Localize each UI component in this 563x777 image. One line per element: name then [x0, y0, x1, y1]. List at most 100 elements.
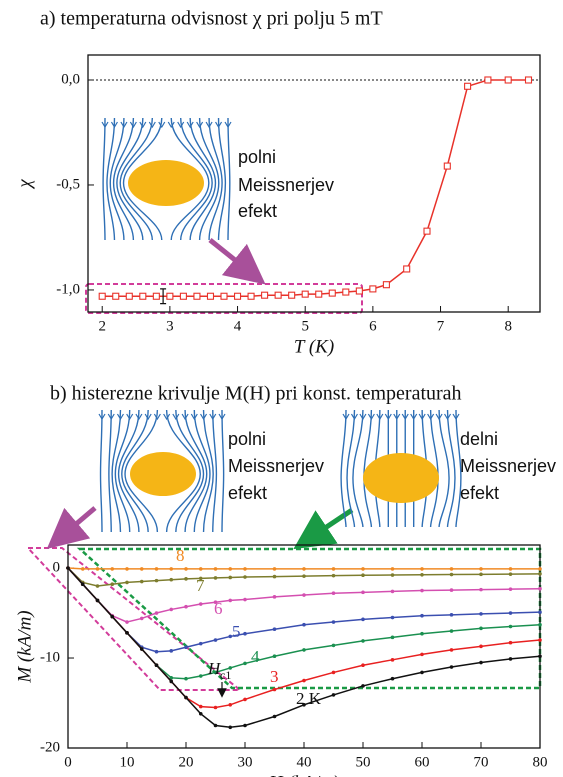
marker [274, 291, 282, 299]
marker [369, 285, 377, 293]
arrow [208, 238, 266, 285]
field-line [208, 117, 223, 241]
marker [166, 292, 174, 300]
field-line [193, 409, 211, 533]
field-line [175, 409, 205, 533]
marker [213, 723, 218, 728]
marker [479, 660, 483, 665]
y-axis-label: χ [14, 179, 35, 190]
marker [331, 573, 336, 578]
marker [331, 670, 336, 675]
field-line [455, 409, 462, 528]
marker [390, 615, 395, 620]
x-tick-label: 7 [437, 318, 445, 334]
series-line [67, 567, 541, 709]
annotation: efekt [228, 483, 267, 503]
series-label: 3 [270, 667, 279, 686]
marker [508, 611, 513, 615]
marker [538, 572, 542, 576]
marker [508, 624, 513, 629]
marker [228, 666, 233, 670]
marker [302, 648, 306, 652]
marker [95, 598, 100, 603]
field-line [217, 117, 227, 241]
field-arrow [139, 121, 147, 129]
marker [154, 663, 159, 668]
field-arrow [209, 413, 217, 421]
error-bar [160, 288, 167, 305]
field-arrow [376, 413, 384, 421]
marker [302, 622, 306, 627]
x-tick-label: 6 [369, 318, 377, 334]
marker [261, 291, 269, 299]
marker [125, 620, 129, 624]
annotation: c1 [220, 668, 231, 682]
marker [390, 635, 395, 640]
field-arrow [116, 413, 124, 421]
x-tick-label: 3 [166, 318, 174, 334]
y-tick-label: -20 [40, 739, 60, 755]
marker [508, 657, 513, 661]
x-tick-label: 10 [120, 754, 135, 770]
y-tick-label: -0,5 [56, 176, 80, 192]
marker [524, 76, 533, 84]
marker [243, 697, 247, 702]
marker [169, 567, 174, 571]
marker [110, 582, 115, 587]
marker [302, 678, 306, 683]
marker [390, 676, 395, 681]
annotation: H [207, 659, 222, 678]
marker [272, 687, 277, 692]
field-line [212, 409, 218, 533]
field-arrow [129, 121, 137, 129]
marker [139, 567, 144, 571]
field-line [227, 117, 231, 241]
marker [125, 631, 129, 635]
x-tick-label: 8 [504, 318, 512, 334]
marker [184, 695, 188, 700]
field-arrow [135, 413, 143, 421]
marker [443, 162, 451, 170]
marker [302, 567, 306, 571]
marker [198, 576, 203, 581]
marker [139, 616, 144, 621]
field-line [346, 409, 356, 528]
plot-frame [87, 54, 541, 313]
marker [179, 292, 187, 300]
marker [272, 574, 277, 579]
marker [184, 604, 188, 609]
marker [169, 679, 174, 684]
field-arrow [452, 413, 460, 421]
field-arrow [196, 121, 204, 129]
marker [228, 634, 233, 639]
x-tick-label: 2 [98, 318, 106, 334]
annotation: efekt [460, 483, 499, 503]
marker [538, 610, 542, 614]
x-tick-label: 70 [474, 754, 489, 770]
marker [479, 644, 483, 649]
marker [403, 265, 411, 273]
marker [193, 292, 201, 300]
field-line [221, 409, 225, 533]
field-arrow [384, 413, 392, 421]
marker [213, 705, 218, 710]
marker [213, 576, 218, 580]
marker [247, 292, 255, 300]
field-arrow [218, 413, 226, 421]
marker [95, 567, 100, 571]
marker [479, 572, 483, 577]
annotation: polni [228, 429, 266, 449]
highlight-box [85, 283, 363, 314]
marker [361, 663, 365, 668]
marker [361, 617, 365, 622]
marker [95, 584, 100, 588]
series-label: 8 [176, 546, 185, 565]
x-axis-label: T (K) [294, 336, 334, 357]
annotation: Meissnerjev [238, 175, 334, 195]
marker [449, 648, 454, 652]
marker [288, 291, 296, 299]
marker [479, 567, 483, 571]
marker [449, 613, 454, 617]
field-arrow [205, 121, 213, 129]
